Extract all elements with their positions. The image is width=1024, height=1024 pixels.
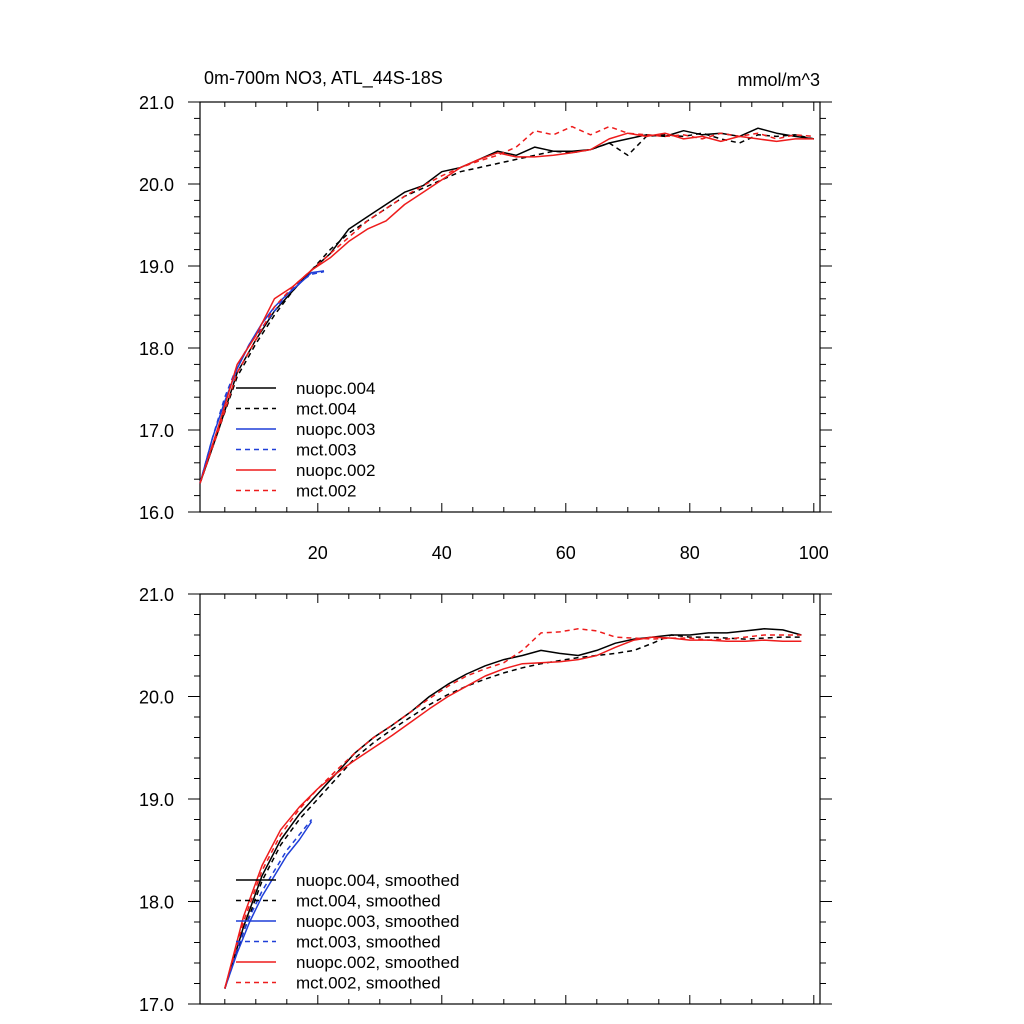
x-tick-label: 20 xyxy=(308,543,328,563)
legend-label: nuopc.004 xyxy=(296,379,375,398)
series-line xyxy=(224,628,802,989)
legend-label: nuopc.004, smoothed xyxy=(296,871,460,890)
x-tick-label: 40 xyxy=(432,543,452,563)
series-line xyxy=(224,634,802,989)
series-line xyxy=(224,628,802,989)
series-line xyxy=(199,127,814,484)
legend-label: mct.003, smoothed xyxy=(296,933,441,952)
x-tick-label: 100 xyxy=(799,543,829,563)
legend-label: mct.003 xyxy=(296,441,356,460)
series-line xyxy=(199,125,814,484)
series-line xyxy=(224,821,313,989)
legend-label: mct.002, smoothed xyxy=(296,974,441,993)
y-tick-label: 19.0 xyxy=(139,257,174,277)
legend-label: mct.002 xyxy=(296,482,356,501)
y-tick-label: 16.0 xyxy=(139,503,174,523)
series-line xyxy=(224,819,313,989)
legend-label: nuopc.002, smoothed xyxy=(296,953,460,972)
legend-label: mct.004 xyxy=(296,400,356,419)
legend-label: nuopc.002 xyxy=(296,461,375,480)
series-line xyxy=(199,132,814,484)
y-tick-label: 18.0 xyxy=(139,893,174,913)
y-tick-label: 20.0 xyxy=(139,688,174,708)
x-tick-label: 60 xyxy=(556,543,576,563)
y-tick-label: 17.0 xyxy=(139,995,174,1015)
y-tick-label: 21.0 xyxy=(139,585,174,605)
plot-frame xyxy=(199,101,821,513)
y-tick-label: 19.0 xyxy=(139,790,174,810)
bottom-panel: 17.0 18.0 19.0 20.0 21.0 nuopc.004, smoothed m… xyxy=(139,585,832,1015)
y-tick-label: 17.0 xyxy=(139,421,174,441)
y-tick-label: 20.0 xyxy=(139,175,174,195)
chart-title: 0m-700m NO3, ATL_44S-18S xyxy=(204,68,443,89)
top-panel: 20 40 60 80 100 16.0 17.0 18.0 19.0 20.0 21.0 nuopc… xyxy=(139,93,832,563)
series-line xyxy=(199,132,814,484)
x-tick-label: 80 xyxy=(680,543,700,563)
chart-units: mmol/m^3 xyxy=(738,70,820,90)
legend-label: nuopc.003 xyxy=(296,420,375,439)
plot-frame xyxy=(199,593,821,1005)
legend-label: nuopc.003, smoothed xyxy=(296,912,460,931)
y-tick-label: 21.0 xyxy=(139,93,174,113)
legend-label: mct.004, smoothed xyxy=(296,892,441,911)
y-tick-label: 18.0 xyxy=(139,339,174,359)
series-line xyxy=(199,270,325,484)
